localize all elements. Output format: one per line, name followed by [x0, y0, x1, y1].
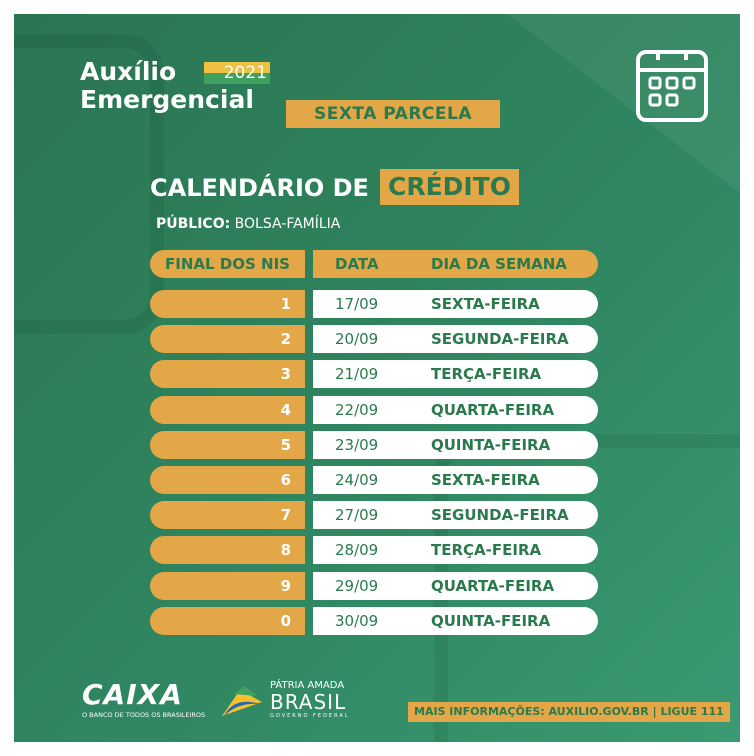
weekday-cell: QUINTA-FEIRA — [431, 435, 551, 454]
more-info-banner: MAIS INFORMAÇÕES: AUXILIO.GOV.BR | LIGUE… — [408, 702, 730, 722]
caixa-logo: CAIXA O BANCO DE TODOS OS BRASILEIROS — [82, 678, 205, 719]
column-header-date: DATA — [335, 255, 379, 273]
weekday-cell: SEGUNDA-FEIRA — [431, 506, 569, 525]
date-cell: 21/09 — [335, 365, 379, 384]
weekday-cell: SEGUNDA-FEIRA — [431, 330, 569, 349]
audience: PÚBLICO: BOLSA-FAMÍLIA — [156, 216, 340, 232]
date-cell: 27/09 — [335, 506, 379, 525]
table-row: 0 30/09 QUINTA-FEIRA — [150, 606, 598, 635]
nis-cell: 8 — [150, 536, 305, 565]
nis-cell: 2 — [150, 325, 305, 354]
date-cell: 30/09 — [335, 611, 379, 630]
nis-cell: 5 — [150, 430, 305, 459]
date-cell: 23/09 — [335, 435, 379, 454]
table-header: FINAL DOS NIS DATA DIA DA SEMANA — [150, 250, 598, 278]
table-row: 3 21/09 TERÇA-FEIRA — [150, 360, 598, 389]
caixa-wordmark: CAIXA — [82, 678, 183, 711]
weekday-cell: QUARTA-FEIRA — [431, 400, 555, 419]
date-cell: 17/09 — [335, 295, 379, 313]
date-cell: 22/09 — [335, 400, 379, 419]
brand-logo: Auxílio Emergencial — [80, 58, 254, 114]
audience-label: PÚBLICO: — [156, 216, 231, 232]
nis-cell: 7 — [150, 501, 305, 530]
nis-cell: 3 — [150, 360, 305, 389]
table-row: 2 20/09 SEGUNDA-FEIRA — [150, 325, 598, 354]
page-title: CALENDÁRIO DE — [150, 174, 369, 202]
table-row: 5 23/09 QUINTA-FEIRA — [150, 430, 598, 459]
gov-line3: GOVERNO FEDERAL — [270, 713, 350, 719]
nis-cell: 0 — [150, 606, 305, 635]
nis-cell: 6 — [150, 466, 305, 494]
table-row: 8 28/09 TERÇA-FEIRA — [150, 536, 598, 565]
weekday-cell: SEXTA-FEIRA — [431, 295, 540, 313]
date-cell: 24/09 — [335, 471, 379, 489]
brand-line1: Auxílio — [80, 57, 177, 86]
gov-line2: BRASIL — [270, 690, 347, 714]
poster: Auxílio Emergencial 2021 SEXTA PARCELA C… — [14, 14, 740, 742]
weekday-cell: QUARTA-FEIRA — [431, 576, 555, 595]
gov-line1: PÁTRIA AMADA — [270, 680, 345, 691]
year-badge: 2021 — [204, 62, 270, 84]
brand-line2: Emergencial — [80, 85, 254, 114]
government-logo: PÁTRIA AMADA BRASIL GOVERNO FEDERAL — [220, 680, 356, 720]
date-cell: 28/09 — [335, 541, 379, 560]
date-cell: 29/09 — [335, 576, 379, 595]
nis-cell: 9 — [150, 571, 305, 600]
column-header-weekday: DIA DA SEMANA — [431, 255, 567, 273]
table-row: 9 29/09 QUARTA-FEIRA — [150, 571, 598, 600]
table-row: 4 22/09 QUARTA-FEIRA — [150, 395, 598, 424]
weekday-cell: TERÇA-FEIRA — [431, 541, 542, 560]
calendar-icon — [636, 50, 708, 122]
nis-cell: 1 — [150, 290, 305, 318]
table-row: 1 17/09 SEXTA-FEIRA — [150, 290, 598, 318]
column-header-nis: FINAL DOS NIS — [150, 250, 305, 278]
installment-label: SEXTA PARCELA — [286, 100, 500, 128]
weekday-cell: TERÇA-FEIRA — [431, 365, 542, 384]
nis-cell: 4 — [150, 395, 305, 424]
table-row: 7 27/09 SEGUNDA-FEIRA — [150, 501, 598, 530]
audience-value: BOLSA-FAMÍLIA — [234, 216, 341, 232]
weekday-cell: SEXTA-FEIRA — [431, 471, 540, 489]
date-cell: 20/09 — [335, 330, 379, 349]
table-row: 6 24/09 SEXTA-FEIRA — [150, 466, 598, 494]
title-highlight: CRÉDITO — [380, 169, 520, 205]
background-triangle — [494, 14, 740, 204]
brazil-flag-icon — [222, 686, 262, 716]
weekday-cell: QUINTA-FEIRA — [431, 611, 551, 630]
caixa-tagline: O BANCO DE TODOS OS BRASILEIROS — [82, 711, 206, 719]
